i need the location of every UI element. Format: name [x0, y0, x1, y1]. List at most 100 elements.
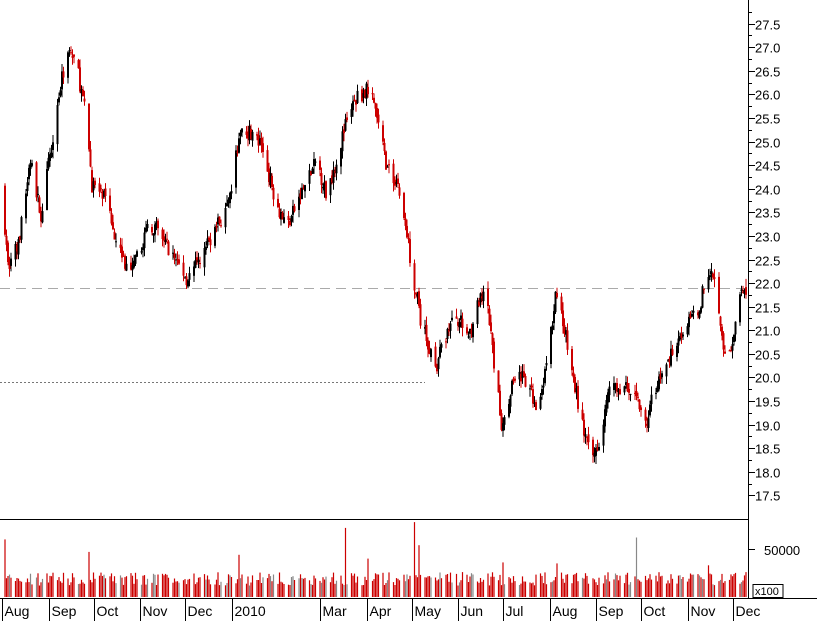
candle-body-down [419, 304, 422, 326]
candle-body-up [290, 216, 293, 222]
candle-body-down [281, 212, 284, 220]
candle-body-up [670, 348, 672, 366]
candle-body-down [562, 310, 564, 327]
candle-body-down [4, 185, 6, 235]
candle-body-down [38, 197, 41, 213]
candle-body-down [209, 239, 212, 246]
candle-body-up [739, 294, 741, 323]
candle-body-down [671, 349, 674, 355]
candle-body-down [77, 60, 80, 69]
candle-body-up [322, 187, 324, 189]
candle-body-down [82, 89, 84, 97]
candle-body-down [101, 191, 104, 199]
candle-body-down [520, 373, 522, 382]
candle-body-up [553, 311, 555, 324]
candle-body-down [394, 179, 396, 186]
candle-body-up [184, 277, 186, 279]
candle-body-up [230, 191, 233, 194]
candle-body-up [430, 349, 432, 358]
month-label: Sep [599, 603, 624, 619]
candle-body-up [164, 239, 167, 243]
price-tick-label: 25.0 [755, 136, 780, 151]
candle-body-up [437, 358, 440, 370]
candle-body-down [721, 326, 723, 336]
candle-body-up [92, 181, 95, 191]
candle-body-up [58, 97, 60, 103]
candle-body-down [119, 244, 122, 248]
candle-body-down [5, 235, 8, 245]
candle-body-up [604, 409, 606, 427]
candle-body-up [47, 157, 50, 169]
candle-body-down [530, 385, 533, 388]
candle-body-down [157, 220, 159, 229]
candle-body-up [350, 109, 353, 117]
candle-body-down [176, 259, 179, 261]
candle-body-down [371, 93, 374, 95]
candle-body-up [440, 344, 443, 348]
candle-body-down [728, 350, 731, 352]
candle-body-up [227, 199, 230, 204]
candle-body-down [110, 213, 113, 224]
month-label: 2010 [235, 603, 266, 619]
candle-body-up [37, 193, 39, 195]
candle-body-down [481, 296, 483, 299]
price-tick-label: 18.5 [755, 442, 780, 457]
candle-body-down [488, 308, 491, 326]
candle-body-down [247, 131, 249, 139]
candle-body-down [415, 292, 417, 295]
candle-body-up [541, 389, 543, 396]
candle-body-up [188, 273, 191, 280]
candle-body-up [734, 321, 737, 335]
candle-body-down [376, 108, 378, 118]
candle-body-up [311, 168, 314, 174]
candle-body-up [598, 447, 600, 451]
candle-body-up [194, 260, 197, 268]
candle-body-up [584, 434, 587, 437]
candle-body-down [566, 330, 569, 350]
candle-body-down [256, 134, 258, 136]
candle-body-up [226, 203, 228, 207]
candle-body-up [386, 166, 389, 168]
candle-body-down [646, 423, 648, 426]
candle-body-up [503, 417, 506, 425]
candle-body-down [409, 239, 411, 263]
candle-body-down [278, 208, 281, 218]
candle-body-up [332, 169, 335, 183]
candle-body-up [467, 336, 470, 338]
candle-body-down [35, 162, 38, 198]
candle-body-up [529, 388, 531, 390]
candle-body-down [586, 436, 588, 438]
candle-body-up [679, 336, 681, 340]
candle-body-up [521, 371, 524, 379]
candle-body-down [713, 277, 716, 279]
candle-body-down [445, 341, 447, 343]
candle-body-down [718, 276, 720, 314]
candle-body-down [272, 187, 275, 200]
candle-body-down [634, 392, 636, 394]
candle-body-up [446, 328, 449, 339]
candle-body-down [167, 241, 170, 256]
candle-body-up [251, 131, 254, 141]
price-tick-label: 21.5 [755, 301, 780, 316]
candle-body-down [397, 178, 399, 184]
candle-body-down [62, 71, 65, 78]
candle-body-up [134, 255, 137, 264]
month-label: Nov [691, 603, 716, 619]
price-axis-ticks: 17.5 18.0 18.5 19.0 19.5 20.0 20.5 21.0 21.5 22.0… [748, 12, 780, 504]
candle-body-up [650, 394, 653, 405]
candle-body-up [688, 316, 690, 328]
candle-body-up [551, 325, 554, 330]
volume-multiplier-box [752, 584, 784, 598]
candle-body-up [229, 192, 231, 204]
month-label: Dec [188, 603, 213, 619]
candle-body-up [238, 138, 240, 153]
candle-body-up [352, 101, 354, 111]
candle-body-up [476, 300, 479, 325]
price-tick-label: 19.0 [755, 419, 780, 434]
candle-body-down [374, 102, 377, 109]
price-tick-label: 19.5 [755, 395, 780, 410]
candle-body-down [491, 333, 494, 345]
candle-body-up [340, 148, 342, 167]
candle-body-down [413, 263, 416, 291]
candle-body-up [608, 386, 611, 396]
